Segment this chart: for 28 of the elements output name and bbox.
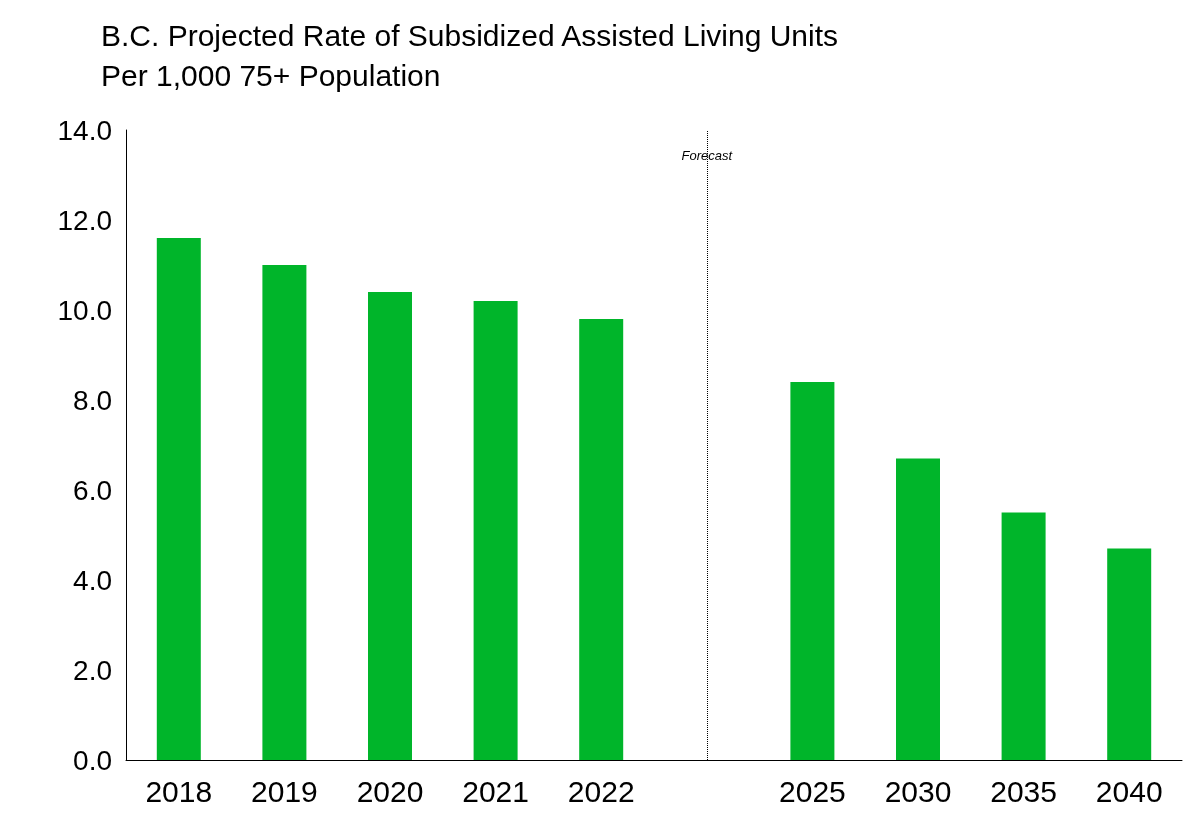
x-tick-label: 2018 [145,774,213,808]
y-tick-label: 6.0 [73,474,112,506]
x-tick-label: 2035 [990,774,1057,808]
x-tick-label: 2022 [567,774,635,808]
bar [579,319,624,760]
y-tick-label: 10.0 [57,294,112,326]
bar [473,301,518,760]
bar [368,292,412,760]
text: Forecast [681,148,733,163]
chart-title: B.C. Projected Rate of Subsidized Assisted Living Units Per 1,000 75+ Population [101,18,839,92]
y-tick-label: 2.0 [73,654,112,686]
y-tick-label: 4.0 [73,564,112,596]
bar [262,265,307,760]
x-tick-label: 2040 [1095,774,1163,808]
x-tick-label: 2020 [356,774,424,808]
bar [896,458,940,760]
bar [790,382,835,760]
x-tick-label: 2025 [779,774,846,808]
y-tick-label: 8.0 [73,384,112,416]
bar [1001,512,1046,760]
y-tick-label: 12.0 [57,204,112,236]
x-tick-label: 2019 [251,774,318,808]
x-tick-label: 2030 [884,774,952,808]
bar [156,238,201,760]
y-tick-label: 14.0 [57,114,112,146]
y-tick-label: 0.0 [73,744,112,776]
bar [1107,548,1152,760]
x-tick-label: 2021 [462,774,529,808]
